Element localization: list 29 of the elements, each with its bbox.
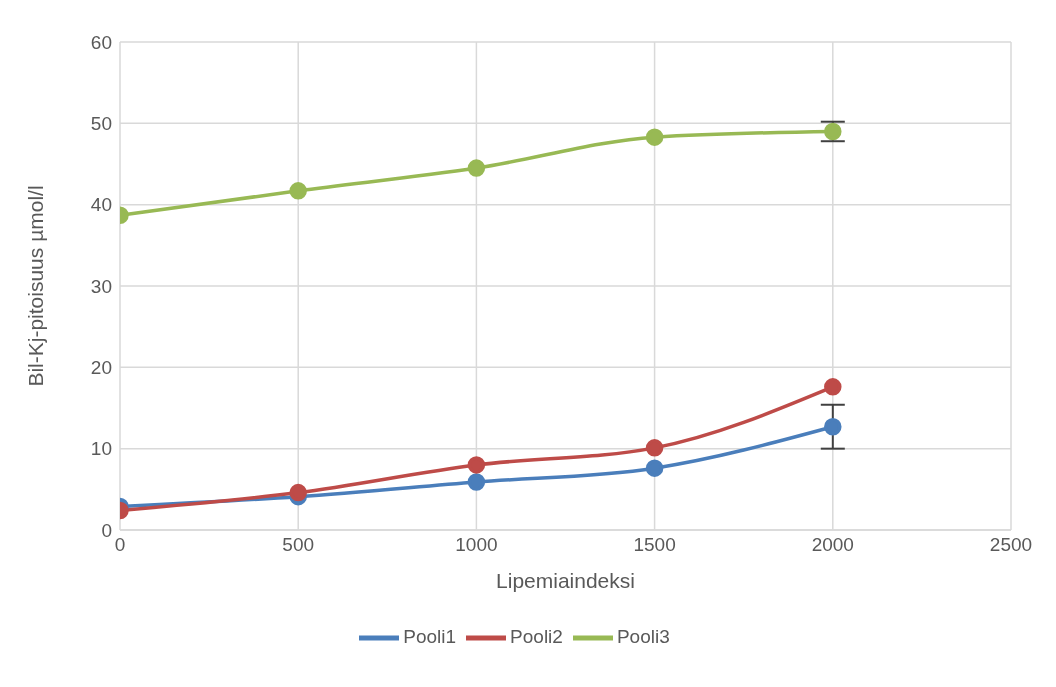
point — [824, 122, 842, 141]
y-tick-label: 30 — [90, 275, 112, 297]
point — [467, 456, 486, 474]
point — [289, 483, 307, 502]
x-tick-label: 0 — [114, 534, 126, 556]
x-axis-title: Lipemiaindeksi — [496, 569, 635, 592]
point — [645, 128, 664, 146]
legend-label: Pooli2 — [510, 626, 563, 648]
y-tick-label: 10 — [90, 438, 112, 460]
point — [645, 439, 664, 457]
legend-label: Pooli3 — [616, 626, 670, 648]
y-tick-label: 20 — [90, 357, 112, 379]
x-tick-label: 2500 — [989, 534, 1033, 556]
x-tick-label: 500 — [282, 534, 315, 556]
y-tick-label: 50 — [90, 113, 112, 135]
y-tick-label: 60 — [90, 31, 112, 53]
legend-label: Pooli1 — [403, 626, 457, 648]
point — [467, 473, 486, 491]
y-tick-label: 40 — [90, 194, 112, 216]
x-tick-label: 1000 — [455, 534, 498, 556]
x-tick-label: 1500 — [633, 534, 676, 556]
point — [467, 159, 486, 177]
y-axis-title: Bil-Kj-pitoisuus µmol/l — [24, 185, 48, 387]
point — [289, 182, 307, 200]
point — [824, 417, 842, 436]
y-tick-label: 0 — [101, 519, 112, 541]
point — [824, 378, 842, 396]
point — [645, 459, 664, 477]
x-tick-label: 2000 — [811, 534, 854, 556]
